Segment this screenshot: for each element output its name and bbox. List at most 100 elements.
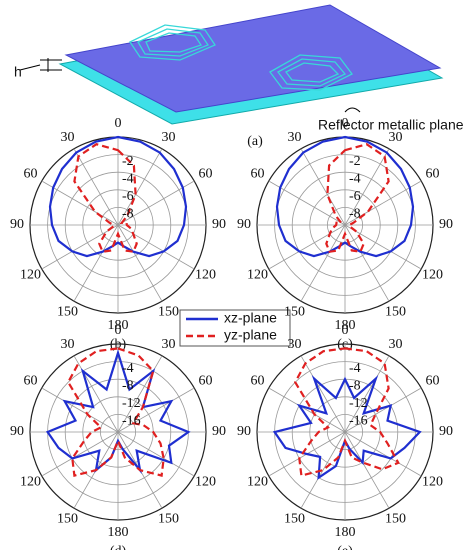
- radial-label: -2: [349, 154, 361, 169]
- plane-label: Reflector metallic plane: [318, 117, 464, 133]
- grid-spoke: [41, 431, 119, 477]
- grid-spoke: [344, 224, 422, 270]
- angle-label: 150: [158, 305, 179, 320]
- radial-label: -4: [122, 171, 134, 186]
- angle-label: 90: [237, 424, 251, 439]
- grid-spoke: [117, 387, 195, 433]
- grid-spoke: [344, 148, 390, 226]
- grid-spoke: [344, 355, 390, 433]
- grid-spoke: [344, 431, 422, 477]
- radial-label: -12: [349, 396, 368, 411]
- grid-spoke: [117, 148, 163, 226]
- angle-label: 150: [57, 512, 78, 527]
- pattern-line: [48, 135, 188, 258]
- angle-label: 30: [162, 337, 176, 352]
- angle-label: 150: [385, 305, 406, 320]
- angle-label: 0: [115, 323, 122, 338]
- grid-spoke: [300, 224, 346, 302]
- angle-label: 180: [108, 525, 129, 540]
- pattern-line: [325, 143, 390, 253]
- grid-spoke: [300, 431, 346, 509]
- radial-label: -8: [122, 207, 134, 222]
- legend-label: yz-plane: [224, 327, 277, 343]
- polar-chart: 0 30 60 90 120 150 180 150 120 90 60 30 -4 -8 -12 -16 (e…: [237, 323, 453, 550]
- grid-spoke: [73, 148, 119, 226]
- angle-label: 90: [10, 217, 24, 232]
- radial-label: -4: [349, 361, 361, 376]
- radial-label: -4: [349, 171, 361, 186]
- grid-spoke: [344, 224, 390, 302]
- radial-label: -16: [349, 414, 368, 429]
- angle-label: 180: [335, 318, 356, 333]
- angle-label: 90: [212, 424, 226, 439]
- angle-label: 30: [288, 337, 302, 352]
- angle-label: 60: [198, 167, 212, 182]
- angle-label: 60: [198, 374, 212, 389]
- grid-spoke: [41, 387, 119, 433]
- angle-label: 120: [20, 475, 41, 490]
- top-plate: [64, 4, 442, 113]
- angle-label: 30: [288, 130, 302, 145]
- grid-spoke: [117, 224, 163, 302]
- grid-spoke: [117, 431, 195, 477]
- leader: [344, 107, 361, 113]
- radial-label: -8: [122, 378, 134, 393]
- radial-label: -8: [349, 378, 361, 393]
- polar-chart: 0 30 60 90 120 150 180 150 120 90 60 30 -4 -8 -12 -16 (d…: [10, 323, 226, 550]
- grid-spoke: [117, 224, 195, 270]
- pattern-line: [293, 347, 400, 477]
- angle-label: 150: [385, 512, 406, 527]
- angle-label: 180: [108, 318, 129, 333]
- grid-spoke: [268, 224, 346, 270]
- panel-label: (a): [247, 134, 263, 149]
- grid-spoke: [344, 387, 422, 433]
- radial-label: -6: [349, 189, 361, 204]
- antenna-drawing: h Reflector metallic plane (a): [14, 4, 464, 149]
- angle-label: 90: [10, 424, 24, 439]
- angle-label: 90: [237, 217, 251, 232]
- radial-label: -2: [122, 154, 134, 169]
- radial-label: -16: [122, 414, 141, 429]
- grid-spoke: [300, 148, 346, 226]
- angle-label: 120: [195, 268, 216, 283]
- spiral-coils: [129, 24, 353, 91]
- angle-label: 120: [247, 268, 268, 283]
- grid-spoke: [300, 355, 346, 433]
- height-label: h: [14, 64, 22, 80]
- angle-label: 120: [247, 475, 268, 490]
- grid-spoke: [41, 224, 119, 270]
- angle-label: 60: [251, 374, 265, 389]
- radial-label: -12: [122, 396, 141, 411]
- angle-label: 0: [342, 116, 349, 131]
- legend-box: [179, 309, 291, 347]
- panel-label: (d): [110, 544, 127, 550]
- leader: [19, 64, 41, 71]
- angle-label: 90: [439, 217, 453, 232]
- grid-spoke: [268, 180, 346, 226]
- angle-label: 30: [389, 130, 403, 145]
- legend-label: xz-plane: [224, 310, 277, 326]
- pattern-line: [66, 347, 165, 477]
- angle-label: 120: [20, 268, 41, 283]
- angle-label: 30: [389, 337, 403, 352]
- angle-label: 90: [212, 217, 226, 232]
- angle-label: 150: [284, 305, 305, 320]
- angle-label: 30: [162, 130, 176, 145]
- radial-label: -8: [349, 207, 361, 222]
- radial-label: -4: [122, 361, 134, 376]
- pattern-line: [275, 135, 415, 258]
- angle-label: 120: [195, 475, 216, 490]
- grid-spoke: [344, 180, 422, 226]
- angle-label: 120: [422, 268, 443, 283]
- angle-label: 120: [422, 475, 443, 490]
- angle-label: 0: [342, 323, 349, 338]
- grid-spoke: [344, 431, 390, 509]
- grid-spoke: [268, 387, 346, 433]
- panel-label: (e): [337, 544, 353, 550]
- angle-label: 60: [425, 374, 439, 389]
- grid-spoke: [73, 355, 119, 433]
- angle-label: 180: [335, 525, 356, 540]
